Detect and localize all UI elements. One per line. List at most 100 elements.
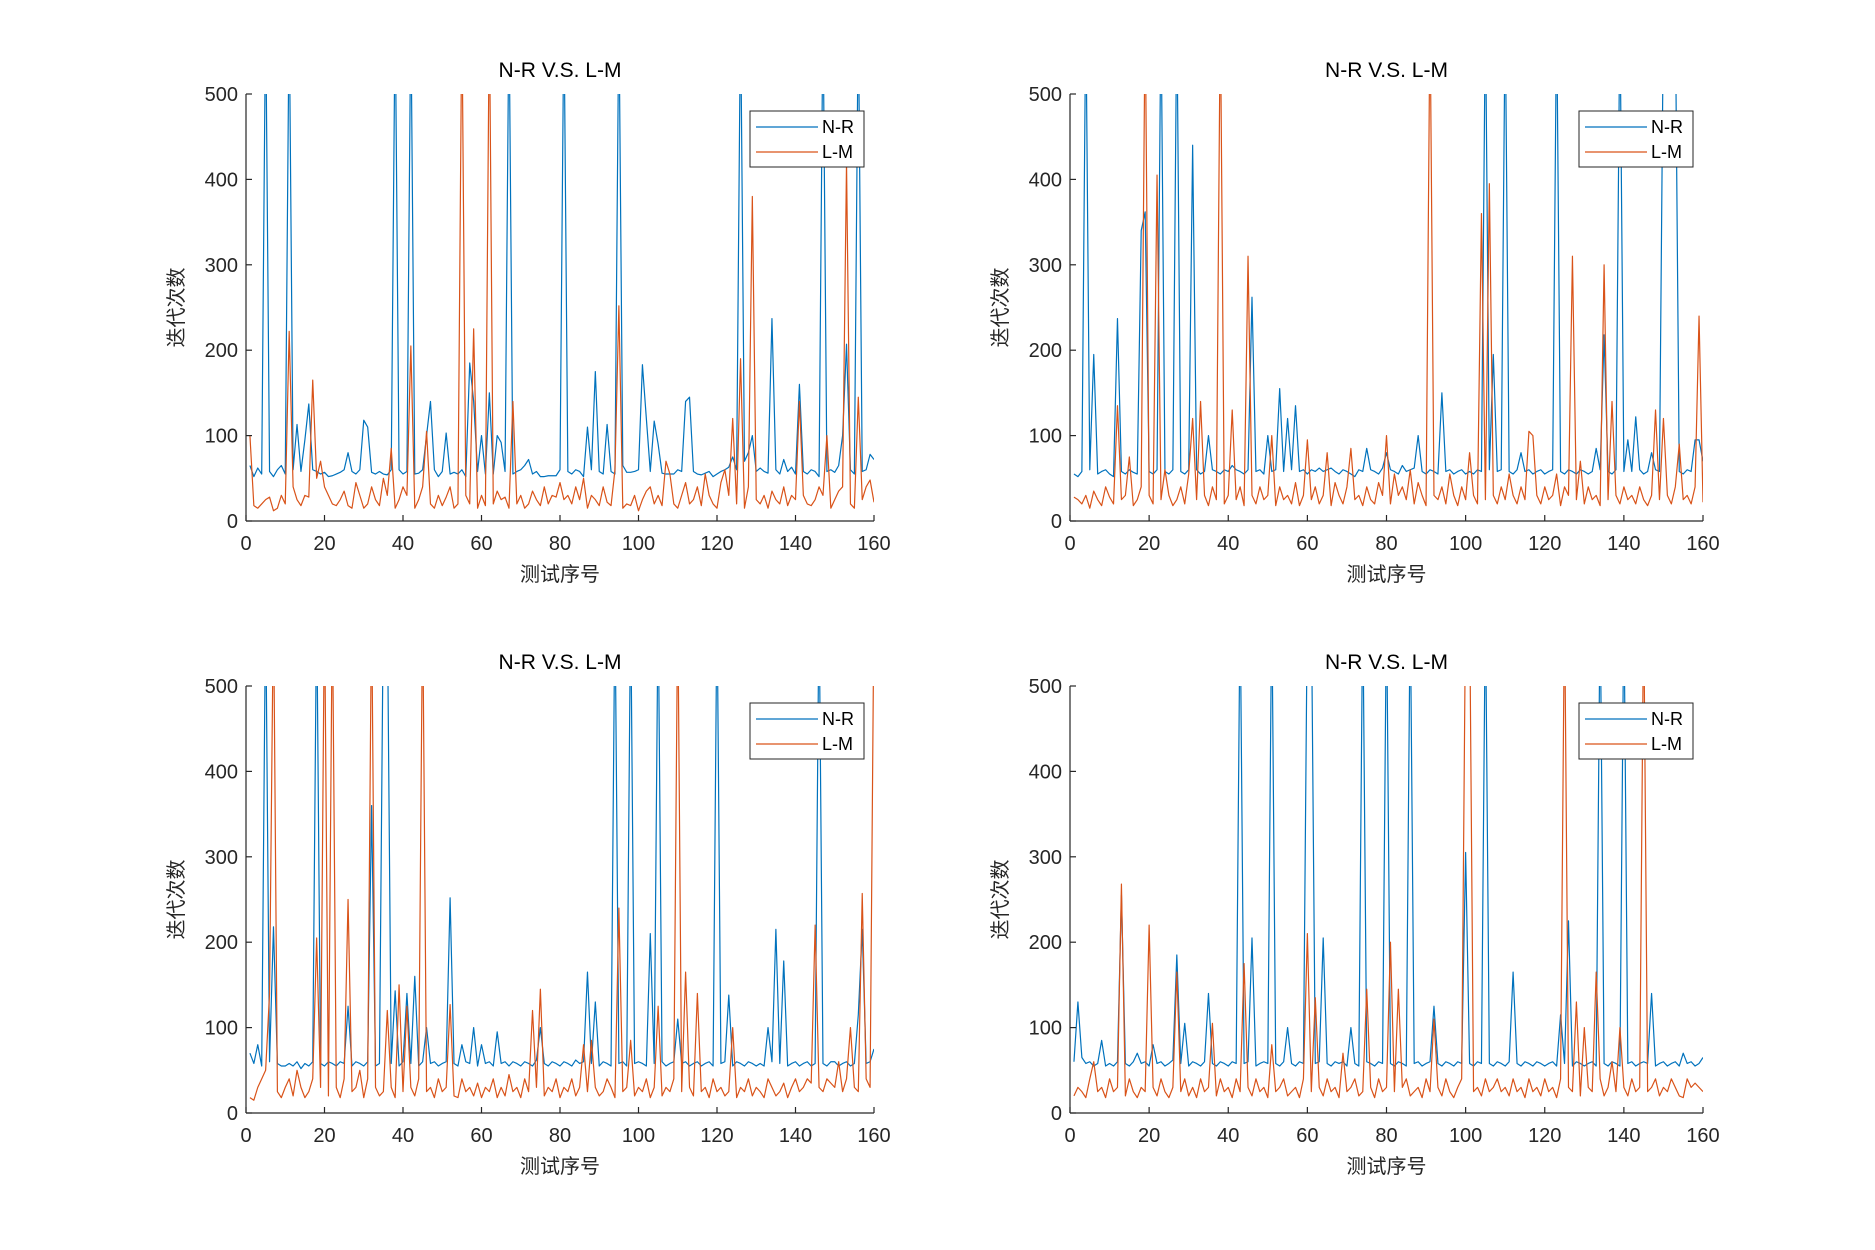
x-tick-label: 0	[1064, 1125, 1075, 1147]
x-tick-label: 0	[240, 533, 251, 555]
y-tick-label: 500	[1029, 84, 1062, 106]
x-tick-label: 100	[1449, 1125, 1482, 1147]
x-tick-label: 20	[313, 533, 335, 555]
chart-title: N-R V.S. L-M	[499, 59, 622, 82]
y-tick-label: 100	[205, 426, 238, 448]
series-line-l-m	[1073, 686, 1703, 1099]
x-tick-label: 140	[779, 1125, 812, 1147]
y-tick-label: 500	[205, 676, 238, 698]
series-line-n-r	[249, 94, 874, 478]
legend: N-R L-M	[1578, 110, 1694, 168]
legend-label-n-r: N-R	[822, 117, 854, 137]
x-tick-label: 60	[470, 533, 492, 555]
y-tick-label: 0	[227, 511, 238, 533]
y-tick-label: 300	[205, 255, 238, 277]
y-tick-label: 100	[205, 1018, 238, 1040]
x-tick-label: 0	[240, 1125, 251, 1147]
legend-label-n-r: N-R	[1651, 709, 1683, 729]
x-tick-label: 100	[622, 1125, 655, 1147]
y-tick-label: 400	[1029, 761, 1062, 783]
legend-label-n-r: N-R	[1651, 117, 1683, 137]
x-tick-label: 80	[549, 1125, 571, 1147]
x-tick-label: 60	[1296, 533, 1318, 555]
x-tick-label: 0	[1064, 533, 1075, 555]
x-tick-label: 160	[1686, 1125, 1719, 1147]
legend-box	[1578, 110, 1694, 168]
y-tick-label: 0	[1051, 1103, 1062, 1125]
legend: N-R L-M	[749, 702, 865, 760]
y-tick-label: 0	[227, 1103, 238, 1125]
y-tick-label: 400	[205, 761, 238, 783]
y-tick-label: 200	[205, 932, 238, 954]
x-tick-label: 20	[313, 1125, 335, 1147]
legend-box	[749, 110, 865, 168]
subplot-2: 0 20 40 60 80 100 120 140 160 0 100 200 300 400 500 N-R…	[988, 59, 1720, 586]
y-tick-label: 200	[1029, 932, 1062, 954]
x-tick-label: 120	[1528, 1125, 1561, 1147]
x-tick-label: 120	[1528, 533, 1561, 555]
y-tick-label: 500	[1029, 676, 1062, 698]
series-line-l-m	[249, 686, 874, 1101]
x-tick-label: 80	[1375, 1125, 1397, 1147]
x-tick-label: 140	[1607, 533, 1640, 555]
y-axis-label: 迭代次数	[988, 268, 1012, 348]
x-tick-label: 40	[392, 1125, 414, 1147]
x-tick-label: 160	[1686, 533, 1719, 555]
y-tick-label: 0	[1051, 511, 1062, 533]
x-tick-label: 140	[1607, 1125, 1640, 1147]
x-axis-label: 测试序号	[520, 562, 600, 586]
x-tick-label: 120	[700, 1125, 733, 1147]
y-tick-label: 500	[205, 84, 238, 106]
x-tick-label: 160	[857, 533, 890, 555]
x-tick-label: 60	[470, 1125, 492, 1147]
x-tick-label: 60	[1296, 1125, 1318, 1147]
legend-box	[749, 702, 865, 760]
chart-title: N-R V.S. L-M	[1325, 651, 1448, 674]
series-line-n-r	[249, 686, 874, 1070]
y-axis-label: 迭代次数	[164, 268, 188, 348]
subplot-4: 0 20 40 60 80 100 120 140 160 0 100 200 300 400 500 N-R…	[988, 651, 1720, 1178]
y-tick-label: 100	[1029, 1018, 1062, 1040]
chart-title: N-R V.S. L-M	[499, 651, 622, 674]
x-tick-label: 140	[779, 533, 812, 555]
legend-label-l-m: L-M	[1651, 734, 1682, 754]
x-tick-label: 80	[1375, 533, 1397, 555]
x-tick-label: 100	[622, 533, 655, 555]
legend: N-R L-M	[1578, 702, 1694, 760]
x-tick-label: 120	[700, 533, 733, 555]
legend-label-l-m: L-M	[822, 734, 853, 754]
subplot-1: 0 20 40 60 80 100 120 140 160 0 100 200 300 400 500 N-R…	[164, 59, 891, 586]
y-tick-label: 300	[205, 847, 238, 869]
x-tick-label: 100	[1449, 533, 1482, 555]
x-tick-label: 40	[392, 533, 414, 555]
series-line-l-m	[249, 94, 874, 512]
x-axis-label: 测试序号	[1347, 1154, 1427, 1178]
x-tick-label: 40	[1217, 1125, 1239, 1147]
y-tick-label: 300	[1029, 847, 1062, 869]
x-tick-label: 20	[1138, 1125, 1160, 1147]
x-axis-label: 测试序号	[520, 1154, 600, 1178]
x-axis-label: 测试序号	[1347, 562, 1427, 586]
y-tick-label: 300	[1029, 255, 1062, 277]
x-tick-label: 80	[549, 533, 571, 555]
legend-box	[1578, 702, 1694, 760]
legend-label-l-m: L-M	[822, 142, 853, 162]
legend: N-R L-M	[749, 110, 865, 168]
y-axis-label: 迭代次数	[988, 860, 1012, 940]
y-tick-label: 400	[1029, 169, 1062, 191]
chart-title: N-R V.S. L-M	[1325, 59, 1448, 82]
y-axis-label: 迭代次数	[164, 860, 188, 940]
legend-label-n-r: N-R	[822, 709, 854, 729]
x-tick-label: 40	[1217, 533, 1239, 555]
y-tick-label: 200	[1029, 340, 1062, 362]
series-line-l-m	[1073, 94, 1703, 509]
y-tick-label: 200	[205, 340, 238, 362]
x-tick-label: 160	[857, 1125, 890, 1147]
series-line-n-r	[1073, 686, 1703, 1067]
legend-label-l-m: L-M	[1651, 142, 1682, 162]
y-tick-label: 400	[205, 169, 238, 191]
y-tick-label: 100	[1029, 426, 1062, 448]
x-tick-label: 20	[1138, 533, 1160, 555]
subplot-3: 0 20 40 60 80 100 120 140 160 0 100 200 300 400 500 N-R…	[164, 651, 891, 1178]
